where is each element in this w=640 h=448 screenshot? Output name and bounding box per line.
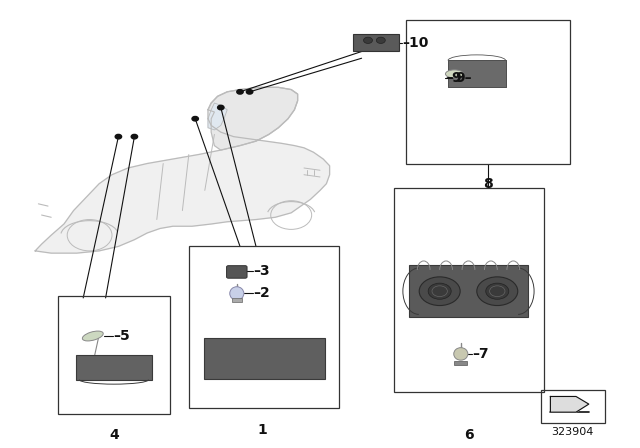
Bar: [232, 298, 242, 302]
Polygon shape: [35, 87, 330, 253]
Bar: [76, 355, 152, 380]
Ellipse shape: [230, 287, 244, 300]
Bar: [448, 60, 506, 87]
Circle shape: [131, 134, 138, 139]
Text: 8: 8: [483, 177, 493, 191]
Text: 1: 1: [257, 423, 268, 437]
Bar: [353, 34, 399, 51]
Bar: [541, 390, 605, 423]
Text: –9: –9: [445, 71, 461, 86]
Bar: [204, 338, 325, 379]
Text: –7: –7: [472, 347, 489, 361]
Polygon shape: [208, 103, 227, 130]
Bar: [394, 188, 544, 392]
Circle shape: [246, 90, 253, 94]
Bar: [189, 246, 339, 408]
Bar: [58, 296, 170, 414]
Circle shape: [477, 277, 518, 306]
Circle shape: [486, 283, 509, 299]
Circle shape: [419, 277, 460, 306]
Text: –: –: [447, 71, 454, 86]
Text: 323904: 323904: [552, 427, 594, 437]
Text: 4: 4: [109, 427, 119, 442]
FancyBboxPatch shape: [227, 266, 247, 278]
Ellipse shape: [445, 70, 463, 78]
Circle shape: [364, 37, 372, 43]
Circle shape: [218, 105, 224, 110]
Text: –2: –2: [253, 286, 269, 301]
Text: –10: –10: [402, 35, 428, 50]
Text: –3: –3: [253, 264, 269, 278]
Bar: [410, 265, 528, 317]
Text: –5: –5: [113, 329, 130, 343]
Circle shape: [376, 37, 385, 43]
Polygon shape: [208, 87, 298, 150]
Bar: [406, 20, 570, 164]
Circle shape: [237, 90, 243, 94]
Polygon shape: [550, 396, 589, 412]
Ellipse shape: [454, 348, 468, 360]
Text: 6: 6: [463, 427, 474, 442]
Text: 9–: 9–: [455, 71, 472, 86]
Circle shape: [192, 116, 198, 121]
Bar: [448, 60, 506, 87]
Circle shape: [115, 134, 122, 139]
Ellipse shape: [83, 331, 103, 341]
Bar: [454, 361, 467, 365]
Circle shape: [428, 283, 451, 299]
